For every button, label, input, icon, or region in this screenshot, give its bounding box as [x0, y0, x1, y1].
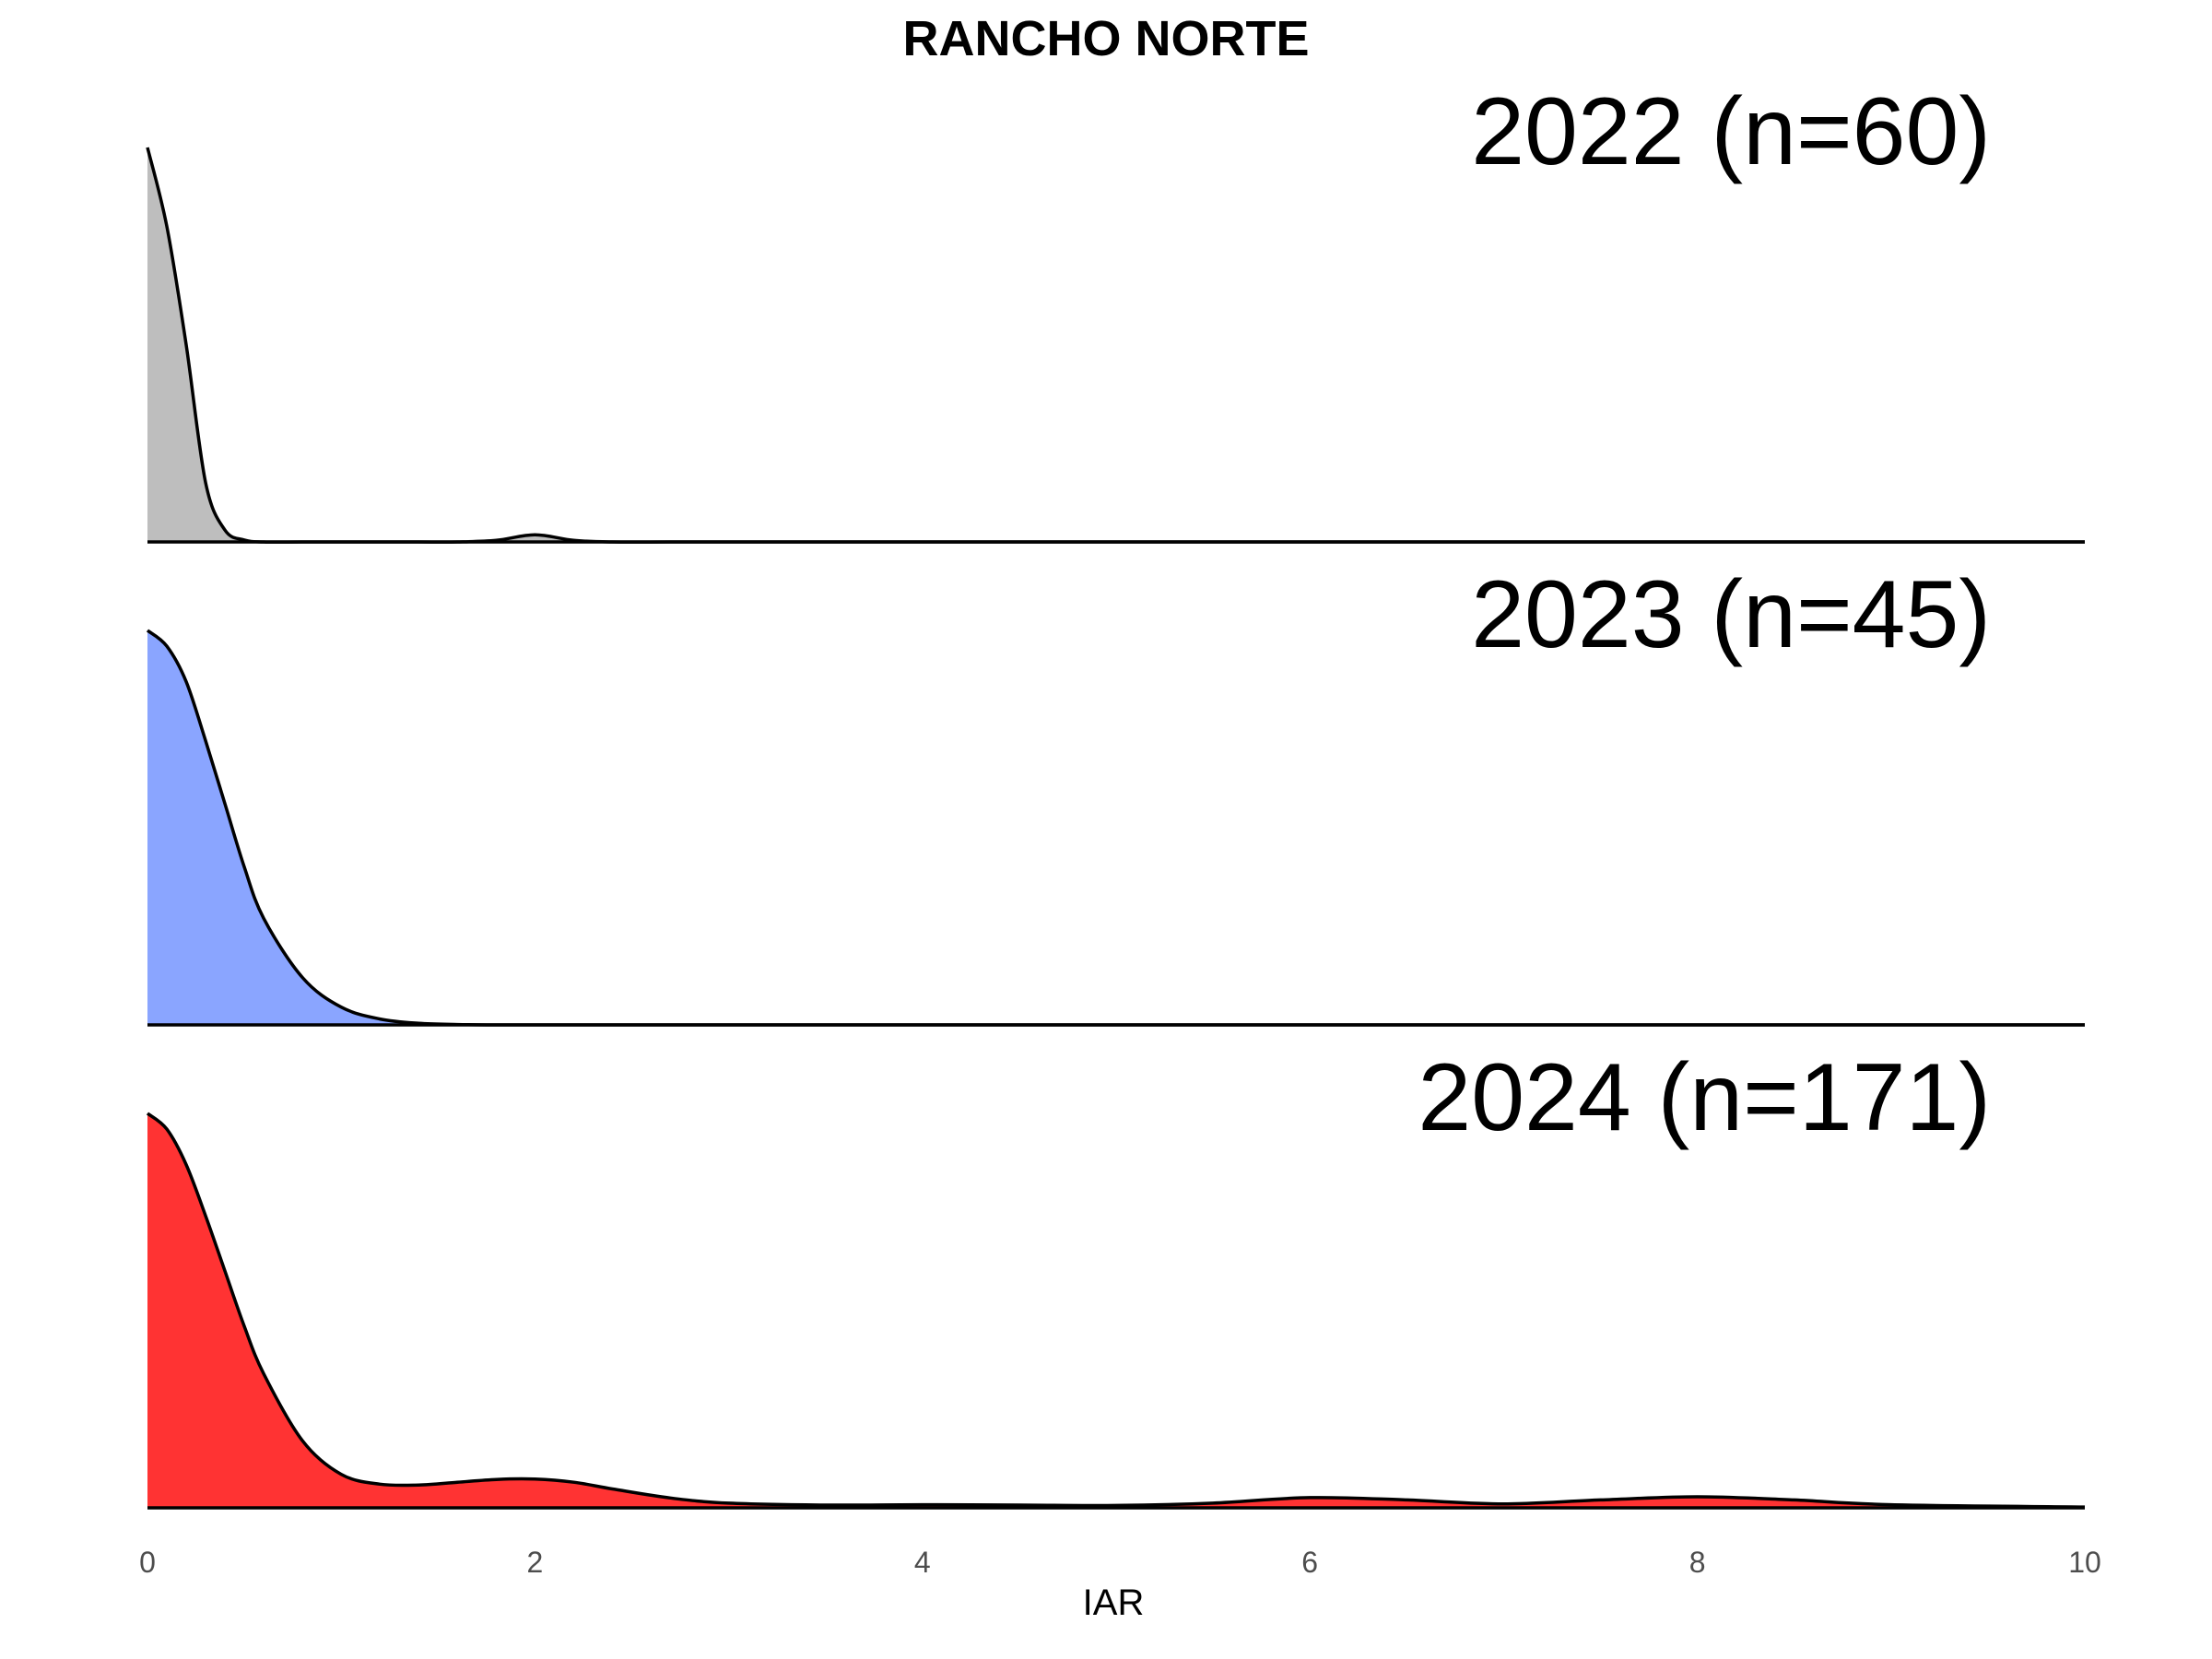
density-area — [147, 147, 2085, 543]
x-axis-title: IAR — [1083, 1583, 1145, 1623]
density-area — [147, 1113, 2085, 1508]
density-line — [146, 629, 2085, 1027]
density-ridge-2: 2023 (n=45) — [146, 561, 2085, 1027]
density-ridge-1: 2022 (n=60) — [146, 78, 2085, 544]
x-tick-label: 0 — [139, 1546, 156, 1579]
series-label: 2024 (n=171) — [1418, 1044, 1991, 1151]
density-line — [146, 147, 2085, 544]
series-label: 2023 (n=45) — [1471, 561, 1991, 668]
series-label: 2022 (n=60) — [1471, 78, 1991, 185]
x-tick-label: 4 — [914, 1546, 931, 1579]
x-tick-label: 6 — [1301, 1546, 1318, 1579]
x-tick-label: 8 — [1689, 1546, 1706, 1579]
x-tick-label: 2 — [527, 1546, 544, 1579]
chart-title: RANCHO NORTE — [903, 11, 1310, 66]
density-ridge-3: 2024 (n=171) — [146, 1044, 2086, 1510]
x-tick-label: 10 — [2068, 1546, 2101, 1579]
density-line — [146, 1112, 2086, 1509]
density-area — [147, 630, 2085, 1026]
density-panels: 2022 (n=60) 2023 (n=45) 2024 (n=171) — [146, 78, 2086, 1510]
x-axis: 0 2 4 6 8 10 — [139, 1546, 2101, 1579]
